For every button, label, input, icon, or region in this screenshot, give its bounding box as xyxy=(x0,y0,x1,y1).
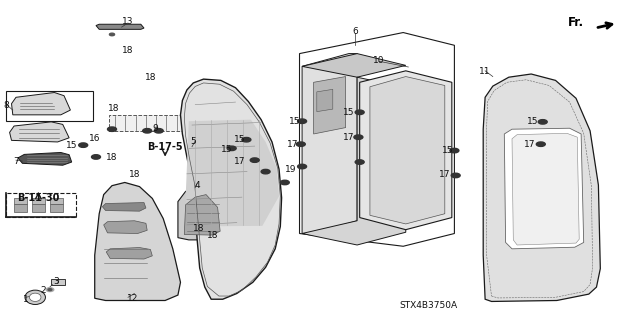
Text: 15: 15 xyxy=(234,135,246,144)
Text: 15: 15 xyxy=(527,117,538,126)
Bar xyxy=(50,204,63,212)
Text: Fr.: Fr. xyxy=(568,17,584,29)
Polygon shape xyxy=(302,77,406,245)
Bar xyxy=(6,193,76,217)
Circle shape xyxy=(46,288,54,292)
Polygon shape xyxy=(483,74,600,301)
Polygon shape xyxy=(360,71,452,230)
Polygon shape xyxy=(180,79,282,299)
Bar xyxy=(51,279,65,285)
Text: 5: 5 xyxy=(191,137,196,146)
Polygon shape xyxy=(106,248,152,259)
Polygon shape xyxy=(184,195,220,235)
Ellipse shape xyxy=(29,293,41,301)
Bar xyxy=(32,198,45,204)
Polygon shape xyxy=(512,133,579,245)
Bar xyxy=(14,204,27,212)
Circle shape xyxy=(355,110,364,115)
Text: 8: 8 xyxy=(4,101,9,110)
Circle shape xyxy=(536,142,545,146)
Text: 16: 16 xyxy=(89,134,100,143)
Text: 18: 18 xyxy=(145,73,156,82)
Circle shape xyxy=(280,180,289,185)
Text: 17: 17 xyxy=(343,133,355,142)
Circle shape xyxy=(538,120,547,124)
Ellipse shape xyxy=(25,290,45,304)
Circle shape xyxy=(242,137,251,142)
Polygon shape xyxy=(96,24,144,29)
Circle shape xyxy=(143,129,152,133)
Text: 9: 9 xyxy=(152,124,157,133)
Text: 11: 11 xyxy=(479,67,491,76)
Polygon shape xyxy=(102,203,146,211)
Text: 7: 7 xyxy=(13,157,19,166)
Text: 15: 15 xyxy=(442,146,454,155)
Text: 2: 2 xyxy=(41,286,46,295)
Circle shape xyxy=(79,143,88,147)
Polygon shape xyxy=(370,77,445,224)
Text: 12: 12 xyxy=(127,294,139,303)
Polygon shape xyxy=(95,182,180,300)
Text: 17: 17 xyxy=(287,140,299,149)
Circle shape xyxy=(108,127,116,131)
Circle shape xyxy=(298,164,307,169)
Text: B-17-5: B-17-5 xyxy=(147,142,183,152)
Text: 6: 6 xyxy=(353,27,358,36)
Text: 19: 19 xyxy=(285,165,297,174)
Text: 15: 15 xyxy=(289,117,300,126)
Text: 13: 13 xyxy=(122,17,134,26)
Polygon shape xyxy=(314,77,346,134)
Text: 1: 1 xyxy=(23,295,28,304)
Circle shape xyxy=(154,129,163,133)
Text: 18: 18 xyxy=(193,224,204,233)
Text: 18: 18 xyxy=(106,153,118,162)
Text: B-11-30: B-11-30 xyxy=(17,193,60,203)
Circle shape xyxy=(48,289,52,291)
Text: 4: 4 xyxy=(195,181,200,189)
Circle shape xyxy=(451,173,460,178)
Bar xyxy=(14,198,27,204)
Text: 15: 15 xyxy=(343,108,355,117)
Text: 18: 18 xyxy=(108,104,120,113)
Bar xyxy=(6,91,93,121)
Polygon shape xyxy=(504,128,584,249)
Polygon shape xyxy=(12,93,70,115)
Circle shape xyxy=(109,33,115,36)
Text: STX4B3750A: STX4B3750A xyxy=(400,301,458,310)
Polygon shape xyxy=(104,221,147,234)
Circle shape xyxy=(261,169,270,174)
Polygon shape xyxy=(178,188,229,240)
Circle shape xyxy=(250,158,259,162)
Polygon shape xyxy=(302,54,406,77)
Polygon shape xyxy=(186,120,279,226)
Polygon shape xyxy=(18,152,72,165)
Polygon shape xyxy=(317,89,333,112)
Text: 3: 3 xyxy=(54,277,59,286)
Circle shape xyxy=(355,160,364,164)
Text: 18: 18 xyxy=(207,231,218,240)
Circle shape xyxy=(227,146,236,151)
Circle shape xyxy=(92,155,100,159)
Polygon shape xyxy=(10,122,69,142)
Bar xyxy=(50,198,63,204)
Text: 18: 18 xyxy=(122,46,134,55)
Text: 17: 17 xyxy=(524,140,536,149)
Bar xyxy=(109,115,192,131)
Circle shape xyxy=(354,135,363,139)
Circle shape xyxy=(450,148,459,153)
Text: 17: 17 xyxy=(234,157,246,166)
Text: 15: 15 xyxy=(66,141,77,150)
Text: 15: 15 xyxy=(221,145,233,154)
Circle shape xyxy=(298,119,307,123)
Text: 17: 17 xyxy=(439,170,451,179)
Circle shape xyxy=(296,142,305,146)
Text: 18: 18 xyxy=(129,170,140,179)
Text: 10: 10 xyxy=(373,56,385,65)
Bar xyxy=(32,204,45,212)
Polygon shape xyxy=(302,54,357,234)
